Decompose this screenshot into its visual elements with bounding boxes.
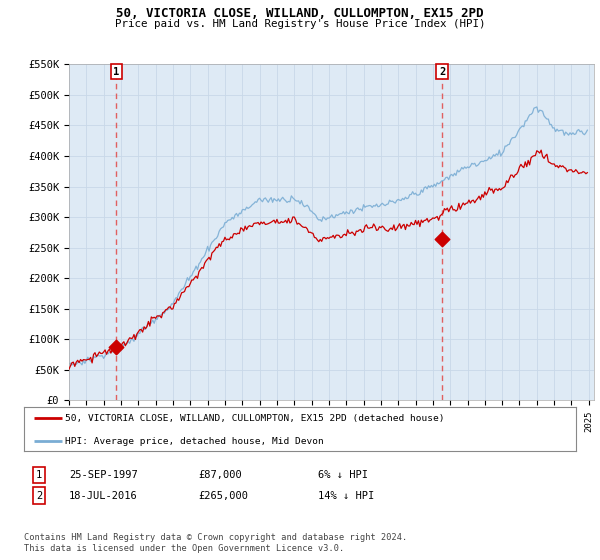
- Text: 14% ↓ HPI: 14% ↓ HPI: [318, 491, 374, 501]
- Text: 25-SEP-1997: 25-SEP-1997: [69, 470, 138, 480]
- Point: [437, 234, 447, 243]
- Text: £87,000: £87,000: [198, 470, 242, 480]
- Text: 50, VICTORIA CLOSE, WILLAND, CULLOMPTON, EX15 2PD (detached house): 50, VICTORIA CLOSE, WILLAND, CULLOMPTON,…: [65, 414, 445, 423]
- Text: 2: 2: [36, 491, 42, 501]
- Text: 2: 2: [439, 67, 445, 77]
- Text: 1: 1: [113, 67, 119, 77]
- Text: Price paid vs. HM Land Registry's House Price Index (HPI): Price paid vs. HM Land Registry's House …: [115, 19, 485, 29]
- Text: 6% ↓ HPI: 6% ↓ HPI: [318, 470, 368, 480]
- Text: 50, VICTORIA CLOSE, WILLAND, CULLOMPTON, EX15 2PD: 50, VICTORIA CLOSE, WILLAND, CULLOMPTON,…: [116, 7, 484, 20]
- Text: 18-JUL-2016: 18-JUL-2016: [69, 491, 138, 501]
- Text: £265,000: £265,000: [198, 491, 248, 501]
- Text: HPI: Average price, detached house, Mid Devon: HPI: Average price, detached house, Mid …: [65, 437, 324, 446]
- Text: Contains HM Land Registry data © Crown copyright and database right 2024.
This d: Contains HM Land Registry data © Crown c…: [24, 533, 407, 553]
- Point: [112, 343, 121, 352]
- Text: 1: 1: [36, 470, 42, 480]
